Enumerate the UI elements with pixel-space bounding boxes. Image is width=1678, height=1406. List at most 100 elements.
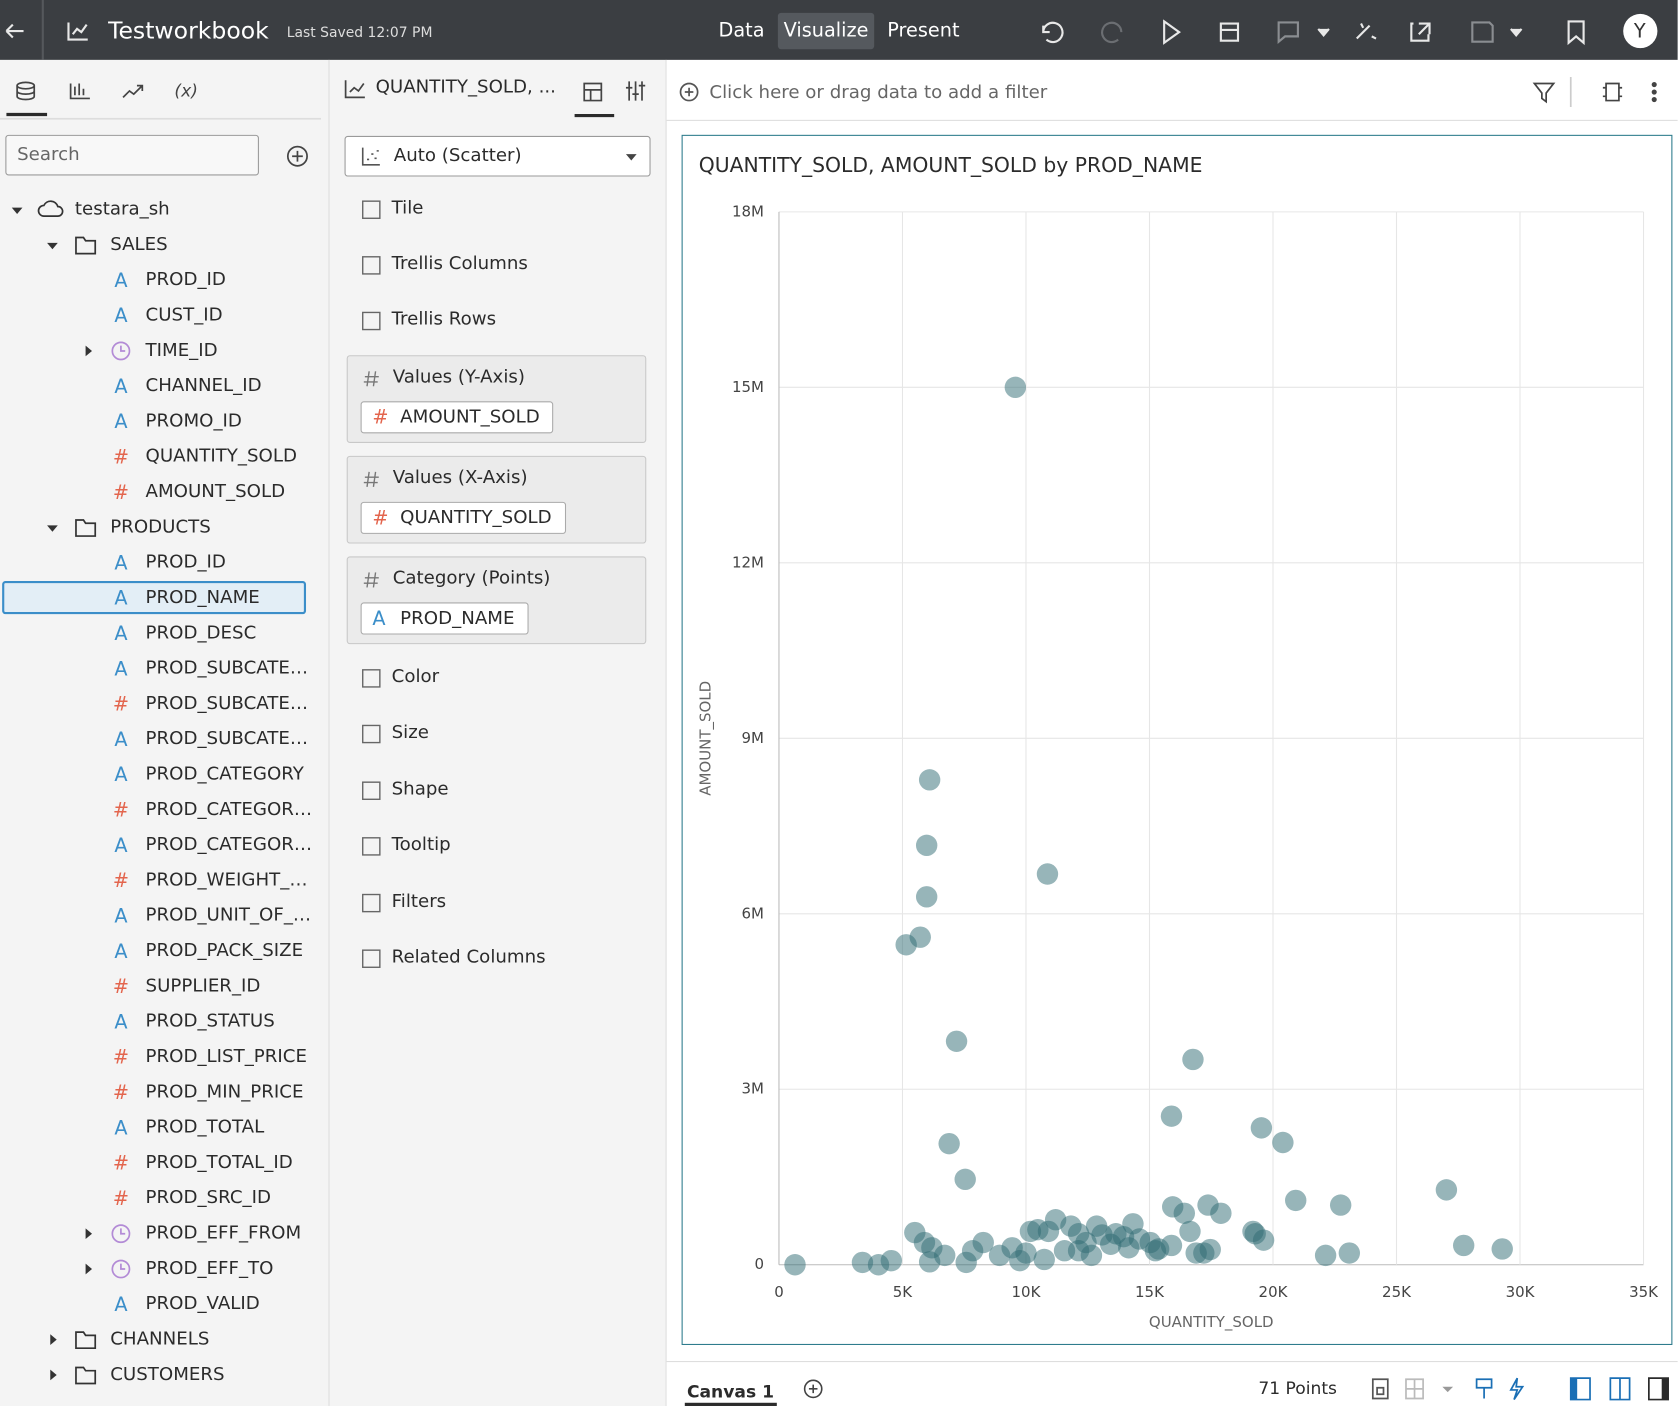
tree-row[interactable]: # PROD_TOTAL_ID <box>0 1146 328 1180</box>
mode-tab[interactable]: Present <box>878 13 968 49</box>
tree-row[interactable]: A PROD_ID <box>0 263 328 297</box>
mode-tab-label: Data <box>718 19 765 42</box>
tree-row[interactable]: A PROD_UNIT_OF_… <box>0 899 328 933</box>
visualization-frame[interactable]: QUANTITY_SOLD, AMOUNT_SOLD by PROD_NAME … <box>681 134 1673 1345</box>
tree-label: PROD_ID <box>145 551 226 573</box>
grammar-item-icon <box>362 781 381 800</box>
time-hands <box>120 345 126 352</box>
grammar-item[interactable]: Shape <box>345 772 655 806</box>
avatar[interactable]: Y <box>1633 20 1646 43</box>
tree-icons: A <box>114 375 128 398</box>
tree-row[interactable]: A CHANNEL_ID <box>0 369 328 403</box>
filter-bar[interactable]: Click here or drag data to add a filter <box>666 59 1678 121</box>
tree-row[interactable]: # PROD_SRC_ID <box>0 1181 328 1215</box>
add-canvas-button[interactable] <box>801 1377 825 1401</box>
chart-type-dropdown[interactable]: Auto (Scatter) <box>344 135 651 177</box>
canvas-tab-underline <box>684 1402 777 1406</box>
tree-row[interactable]: A PROD_STATUS <box>0 1005 328 1039</box>
tree-label: PROD_DESC <box>145 622 257 644</box>
tree-row[interactable]: PROD_EFF_FROM <box>0 1217 328 1251</box>
canvas-tab[interactable]: Canvas 1 <box>686 1381 775 1402</box>
x-tick-label: 35K <box>1629 1283 1659 1301</box>
scatter-chart: QUANTITY_SOLD, AMOUNT_SOLD by PROD_NAME … <box>697 153 1659 1332</box>
tree-icons: # <box>113 481 129 504</box>
grammar-item-label: Tile <box>391 197 424 219</box>
tree-row[interactable]: # PROD_MIN_PRICE <box>0 1075 328 1109</box>
scatter-point <box>1185 1242 1207 1264</box>
tree-row[interactable]: A PROD_CATEGORY <box>0 758 328 792</box>
type-icon: A <box>114 410 128 433</box>
tree-label: PROD_SUBCATE… <box>145 657 309 679</box>
expander-closed <box>85 1263 93 1275</box>
grammar-item[interactable]: Trellis Rows <box>345 303 655 337</box>
points-count: 71 Points <box>1258 1378 1337 1399</box>
grammar-item[interactable]: Tile <box>345 192 655 226</box>
tree-row[interactable]: SALES <box>0 228 328 262</box>
grammar-item[interactable]: Color <box>345 660 655 694</box>
drop-zone[interactable]: Values (X-Axis) # QUANTITY_SOLD <box>346 455 647 544</box>
field-pill[interactable]: # AMOUNT_SOLD <box>360 401 554 434</box>
grammar-item[interactable]: Related Columns <box>345 941 655 975</box>
mode-tab[interactable]: Data <box>704 13 779 49</box>
tree-row[interactable]: A PROD_ID <box>0 546 328 580</box>
tree-row[interactable]: # AMOUNT_SOLD <box>0 475 328 509</box>
tree-icons: A <box>114 587 128 610</box>
tree-row[interactable]: A PROD_SUBCATE… <box>0 652 328 686</box>
drop-zone[interactable]: Values (Y-Axis) # AMOUNT_SOLD <box>346 355 647 443</box>
scatter-point <box>1019 1220 1042 1243</box>
drop-zone-icon <box>363 471 379 487</box>
tree-row[interactable]: # PROD_CATEGOR… <box>0 793 328 827</box>
tree-row[interactable]: # SUPPLIER_ID <box>0 969 328 1003</box>
tree-icons: A <box>114 1116 128 1139</box>
tree-row[interactable]: A PROD_DESC <box>0 616 328 650</box>
expander-closed <box>50 1334 57 1345</box>
drop-zone-label: Values (Y-Axis) <box>392 366 525 388</box>
drop-zone[interactable]: Category (Points) A PROD_NAME <box>346 556 647 645</box>
scatter-point <box>895 934 917 956</box>
tree-row[interactable]: testara_sh <box>0 193 328 227</box>
y-tick-label: 15M <box>732 378 764 396</box>
tree-row[interactable]: CUSTOMERS <box>0 1358 328 1392</box>
tree-row[interactable]: # PROD_WEIGHT_… <box>0 863 328 897</box>
filter-bar-icons <box>1532 77 1657 108</box>
grammar-item[interactable]: Filters <box>345 884 655 918</box>
scatter-point <box>1173 1202 1196 1224</box>
tree-row[interactable]: A PROD_VALID <box>0 1287 328 1321</box>
grammar-item[interactable]: Trellis Columns <box>345 247 655 281</box>
tree-row[interactable]: # QUANTITY_SOLD <box>0 440 328 474</box>
variables-tab[interactable]: (x) <box>174 80 198 101</box>
tree-icons: A <box>114 269 128 292</box>
tree-icons <box>11 200 64 217</box>
tree-row[interactable]: TIME_ID <box>0 334 328 368</box>
scatter-point <box>1272 1131 1294 1154</box>
scatter-point <box>1314 1244 1337 1267</box>
tree-row[interactable]: A PROD_SUBCATE… <box>0 722 328 756</box>
tree-row[interactable]: # PROD_LIST_PRICE <box>0 1040 328 1074</box>
tree-row[interactable]: A PROD_NAME <box>0 581 328 615</box>
tree-row[interactable]: A CUST_ID <box>0 299 328 333</box>
type-icon: A <box>114 375 128 398</box>
search-box[interactable]: Search <box>5 134 259 176</box>
tree-icons: # <box>113 1081 129 1104</box>
tree-row[interactable]: A PROD_CATEGOR… <box>0 828 328 862</box>
tree-icons: # <box>113 1152 129 1175</box>
tree-row[interactable]: # PROD_SUBCATE… <box>0 687 328 721</box>
grammar-item[interactable]: Size <box>345 716 655 750</box>
tree-label: PROD_ID <box>145 269 226 291</box>
tree-row[interactable]: CHANNELS <box>0 1323 328 1357</box>
tree-label: PROD_MIN_PRICE <box>145 1081 304 1103</box>
tree-row[interactable]: A PROD_TOTAL <box>0 1111 328 1145</box>
add-data-button[interactable] <box>285 143 311 169</box>
tree-row[interactable]: A PROD_PACK_SIZE <box>0 934 328 968</box>
top-bar: Testworkbook Last Saved 12:07 PM Y <box>0 0 1678 60</box>
grammar-item[interactable]: Tooltip <box>345 828 655 862</box>
mode-tab[interactable]: Visualize <box>777 12 875 50</box>
tree-row[interactable]: PRODUCTS <box>0 510 328 544</box>
tree-label: testara_sh <box>74 198 170 220</box>
tree-label: CUST_ID <box>145 304 223 326</box>
tree-row[interactable]: A PROMO_ID <box>0 404 328 438</box>
field-pill[interactable]: A PROD_NAME <box>360 602 529 635</box>
field-pill[interactable]: # QUANTITY_SOLD <box>360 501 566 534</box>
tree-row[interactable]: PROD_EFF_TO <box>0 1252 328 1286</box>
mode-tab-label: Visualize <box>783 19 869 42</box>
